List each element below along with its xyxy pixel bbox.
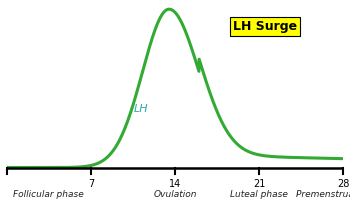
Text: 28: 28 [337, 179, 349, 189]
Text: Luteal phase: Luteal phase [230, 190, 288, 199]
Text: LH: LH [134, 104, 149, 114]
Text: Premenstrual  phase: Premenstrual phase [296, 190, 350, 199]
Text: LH Surge: LH Surge [233, 20, 297, 33]
Text: Follicular phase: Follicular phase [13, 190, 84, 199]
Text: 21: 21 [253, 179, 265, 189]
Text: 14: 14 [169, 179, 181, 189]
Text: Ovulation: Ovulation [153, 190, 197, 199]
Text: 7: 7 [88, 179, 94, 189]
